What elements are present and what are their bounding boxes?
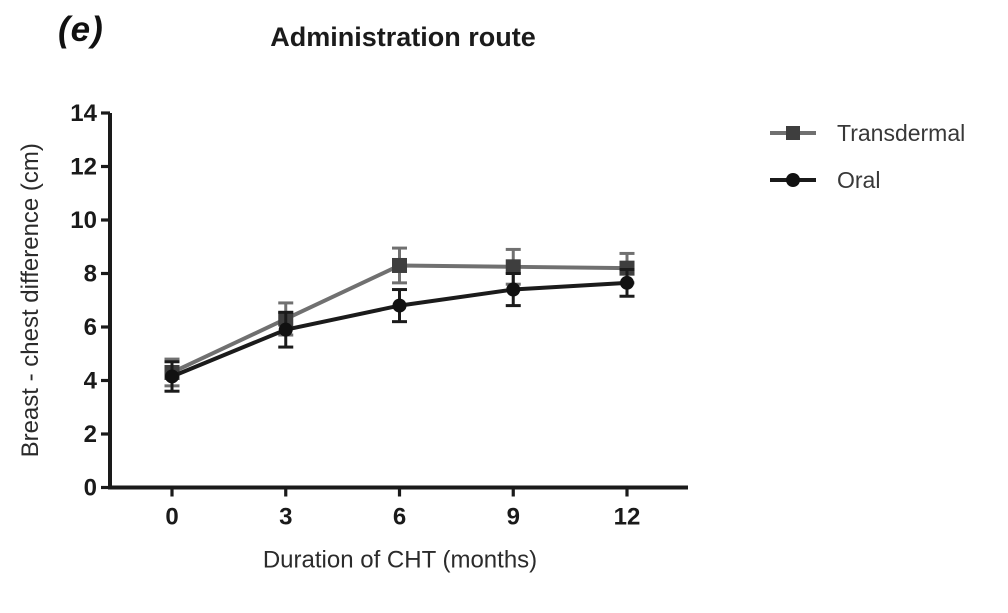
y-axis-title: Breast - chest difference (cm)	[17, 143, 44, 457]
y-tick-label: 2	[84, 421, 97, 448]
square-marker-icon	[786, 126, 800, 140]
panel-label: (e)	[58, 10, 104, 49]
x-tick-label: 6	[393, 504, 406, 531]
y-tick-label: 12	[70, 154, 97, 181]
circle-marker	[506, 282, 521, 297]
circle-marker	[165, 369, 179, 384]
chart-title: Administration route	[270, 22, 536, 52]
x-tick-label: 9	[507, 504, 520, 531]
circle-marker	[620, 275, 634, 290]
y-tick-label: 8	[84, 261, 97, 288]
legend-item-oral: Oral	[770, 165, 965, 195]
legend-item-transdermal: Transdermal	[770, 118, 965, 148]
y-tick-label: 0	[84, 475, 97, 502]
legend-sample-transdermal	[770, 118, 816, 148]
square-marker	[505, 259, 521, 275]
y-tick-label: 6	[84, 314, 97, 341]
y-tick-label: 4	[84, 368, 98, 395]
circle-marker	[278, 322, 293, 337]
circle-marker	[392, 298, 407, 313]
y-tick-label: 14	[70, 100, 97, 127]
x-axis-title: Duration of CHT (months)	[263, 547, 537, 574]
x-tick-label: 3	[279, 504, 292, 531]
legend-label-transdermal: Transdermal	[837, 119, 966, 146]
circle-marker-icon	[786, 173, 800, 187]
x-tick-label: 12	[614, 504, 641, 531]
y-tick-label: 10	[70, 207, 97, 234]
square-marker	[392, 257, 407, 273]
legend-label-oral: Oral	[837, 166, 881, 193]
legend-sample-oral	[770, 165, 816, 195]
legend: Transdermal Oral	[770, 118, 965, 195]
x-tick-label: 0	[165, 504, 178, 531]
